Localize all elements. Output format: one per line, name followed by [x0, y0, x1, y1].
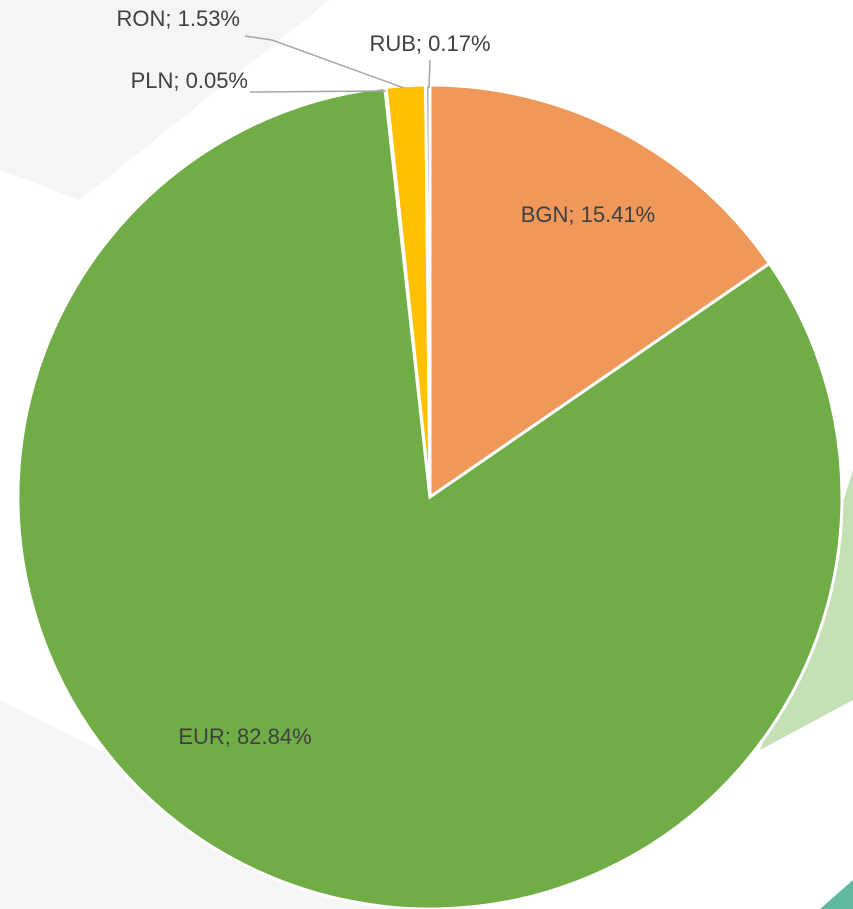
pie-slice — [428, 83, 772, 500]
data-label: BGN; 15.41% — [521, 202, 656, 227]
data-label: RUB; 0.17% — [369, 31, 490, 56]
data-label: PLN; 0.05% — [131, 68, 248, 93]
data-label: EUR; 82.84% — [178, 724, 311, 749]
pie — [16, 83, 844, 909]
leader-line — [428, 59, 431, 89]
pie-slice — [424, 83, 432, 498]
leader-line — [249, 90, 387, 93]
leader-lines — [244, 35, 431, 93]
data-label: RON; 1.53% — [117, 6, 241, 31]
leader-line — [244, 35, 405, 89]
pie-slice — [16, 85, 844, 909]
